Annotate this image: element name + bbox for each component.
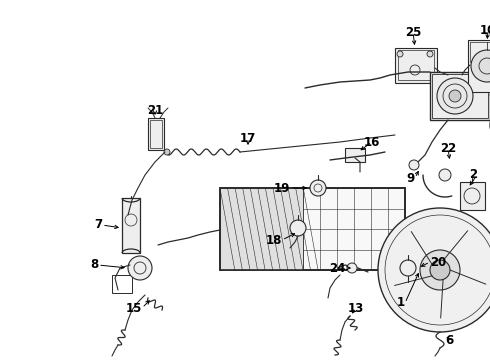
Circle shape xyxy=(164,149,170,155)
Bar xyxy=(430,72,490,120)
Text: 19: 19 xyxy=(273,181,290,194)
Bar xyxy=(468,40,490,92)
Text: 25: 25 xyxy=(405,26,421,39)
Text: 18: 18 xyxy=(266,234,282,247)
Circle shape xyxy=(347,263,357,273)
Circle shape xyxy=(400,260,416,276)
Text: 20: 20 xyxy=(430,256,446,269)
Text: 2: 2 xyxy=(469,168,477,181)
Bar xyxy=(460,182,485,210)
Text: 10: 10 xyxy=(480,23,490,36)
Text: 21: 21 xyxy=(147,104,163,117)
Bar xyxy=(122,198,140,253)
Text: 16: 16 xyxy=(364,135,380,148)
Circle shape xyxy=(290,220,306,236)
Text: 6: 6 xyxy=(445,333,453,346)
Circle shape xyxy=(471,50,490,82)
Bar xyxy=(220,188,405,270)
Bar xyxy=(432,74,488,118)
Bar xyxy=(395,48,437,83)
Text: 1: 1 xyxy=(397,297,405,310)
Circle shape xyxy=(437,78,473,114)
Bar xyxy=(418,248,462,292)
Text: 17: 17 xyxy=(240,131,256,144)
Circle shape xyxy=(427,51,433,57)
Bar xyxy=(150,120,162,148)
Circle shape xyxy=(449,90,461,102)
Text: 7: 7 xyxy=(94,219,102,231)
Text: 9: 9 xyxy=(407,171,415,184)
Text: 15: 15 xyxy=(125,302,142,315)
Bar xyxy=(345,148,365,162)
Bar xyxy=(220,188,405,270)
Circle shape xyxy=(310,180,326,196)
Circle shape xyxy=(378,208,490,332)
Circle shape xyxy=(439,169,451,181)
Text: 24: 24 xyxy=(329,261,345,274)
Text: 8: 8 xyxy=(90,258,98,271)
Circle shape xyxy=(430,260,450,280)
Bar xyxy=(398,50,434,80)
Circle shape xyxy=(420,250,460,290)
Bar xyxy=(470,42,490,62)
Text: 22: 22 xyxy=(440,141,456,154)
Text: 13: 13 xyxy=(348,302,364,315)
Circle shape xyxy=(397,51,403,57)
Bar xyxy=(112,275,132,293)
Circle shape xyxy=(409,160,419,170)
Circle shape xyxy=(128,256,152,280)
Bar xyxy=(148,118,164,150)
Bar xyxy=(220,188,303,270)
